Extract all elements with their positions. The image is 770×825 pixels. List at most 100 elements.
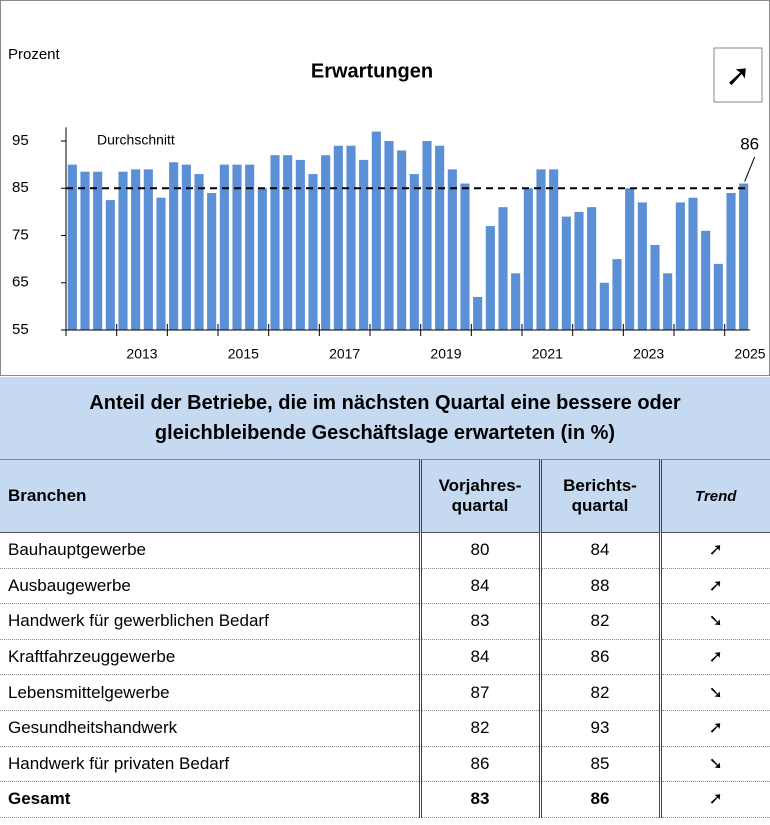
table-cell: 82 [538, 674, 660, 711]
bar [675, 202, 685, 330]
table-cell: 83 [418, 781, 540, 818]
table-row: Gesundheitshandwerk 82 93 ➚ [0, 710, 770, 747]
table-row: Bauhauptgewerbe 80 84 ➚ [0, 532, 770, 569]
bar [257, 188, 267, 330]
header-cell: Branchen [0, 459, 420, 533]
trend-box [713, 47, 763, 103]
table-row: Kraftfahrzeuggewerbe 84 86 ➚ [0, 639, 770, 676]
x-tick-label: 2025 [734, 346, 765, 362]
bar [321, 155, 331, 330]
x-tick-label: 2017 [329, 346, 360, 362]
bar [650, 244, 660, 330]
y-tick-label: 85 [12, 179, 29, 196]
bar [245, 164, 255, 330]
bar [80, 171, 90, 330]
trend-cell: ➚ [658, 568, 770, 605]
y-tick-label: 75 [12, 226, 29, 243]
table-row: Handwerk für gewerblichen Bedarf 83 82 ➘ [0, 603, 770, 640]
table-cell: 86 [538, 639, 660, 676]
table-title-line: gleichbleibende Geschäftslage erwarteten… [154, 422, 616, 444]
table: Anteil der Betriebe, die im nächsten Qua… [0, 377, 770, 818]
table-row: Handwerk für privaten Bedarf 86 85 ➘ [0, 746, 770, 783]
table-row: Gesamt 83 86 ➚ [0, 781, 770, 818]
table-cell: 86 [418, 746, 540, 783]
bar [435, 145, 445, 330]
x-tick-label: 2019 [430, 346, 461, 362]
bar [701, 230, 711, 330]
table-cell: 93 [538, 710, 660, 747]
table-cell: Gesundheitshandwerk [0, 710, 420, 747]
table-cell: Lebensmittelgewerbe [0, 674, 420, 711]
bar [283, 155, 293, 330]
bar [726, 192, 736, 330]
bar [295, 159, 305, 330]
bar [409, 174, 419, 330]
table-cell: 86 [538, 781, 660, 818]
table-cell: 82 [538, 603, 660, 640]
bar [105, 200, 115, 330]
table-cell: 84 [418, 568, 540, 605]
data-label: 86 [740, 134, 759, 153]
table-cell: 84 [418, 639, 540, 676]
bar [599, 282, 609, 330]
bar [663, 273, 673, 330]
bar [587, 207, 597, 330]
table-cell: 80 [418, 532, 540, 569]
bar [511, 273, 521, 330]
bar [232, 164, 242, 330]
bar [156, 197, 166, 330]
trend-icon: ➚ [725, 59, 750, 94]
trend-cell: ➘ [658, 603, 770, 640]
bar [181, 164, 191, 330]
bar [333, 145, 343, 330]
header-text: Branchen [8, 486, 87, 505]
bar [713, 263, 723, 330]
bar [561, 216, 571, 330]
table-cell: Handwerk für gewerblichen Bedarf [0, 603, 420, 640]
bar [549, 169, 559, 330]
bar [384, 141, 394, 330]
bar [219, 164, 229, 330]
bar [523, 188, 533, 330]
header-text: quartal [571, 496, 629, 515]
bar [270, 155, 280, 330]
bar [498, 207, 508, 330]
table-cell: Gesamt [0, 781, 420, 818]
table-cell: 85 [538, 746, 660, 783]
x-tick-label: 2015 [228, 346, 259, 362]
table-title: Anteil der Betriebe, die im nächsten Qua… [0, 377, 770, 460]
bar [637, 202, 647, 330]
trend-cell: ➚ [658, 639, 770, 676]
table-cell: Kraftfahrzeuggewerbe [0, 639, 420, 676]
average-label: Durchschnitt [97, 132, 175, 148]
chart-title: Erwartungen [311, 60, 433, 82]
bar [194, 174, 204, 330]
leader-line [744, 156, 756, 182]
bar [169, 162, 179, 330]
table-cell: 82 [418, 710, 540, 747]
bar [625, 188, 635, 330]
bar [739, 183, 749, 330]
header-cell: Trend [658, 459, 770, 533]
x-tick-label: 2013 [126, 346, 157, 362]
bar [422, 141, 432, 330]
bar [485, 226, 495, 330]
table-title-line: Anteil der Betriebe, die im nächsten Qua… [89, 392, 681, 414]
y-tick-label: 65 [12, 274, 29, 291]
trend-cell: ➚ [658, 781, 770, 818]
table-cell: Ausbaugewerbe [0, 568, 420, 605]
header-cell: Vorjahres-quartal [418, 459, 540, 533]
table-cell: 83 [418, 603, 540, 640]
table-cell: 84 [538, 532, 660, 569]
table-cell: 87 [418, 674, 540, 711]
y-tick-label: 95 [12, 132, 29, 149]
trend-cell: ➘ [658, 674, 770, 711]
x-tick-label: 2021 [532, 346, 563, 362]
bar [473, 296, 483, 330]
bar [93, 171, 103, 330]
header-cell: Berichts-quartal [538, 459, 660, 533]
table-cell: 88 [538, 568, 660, 605]
trend-cell: ➚ [658, 710, 770, 747]
y-axis-label: Prozent [8, 46, 61, 63]
